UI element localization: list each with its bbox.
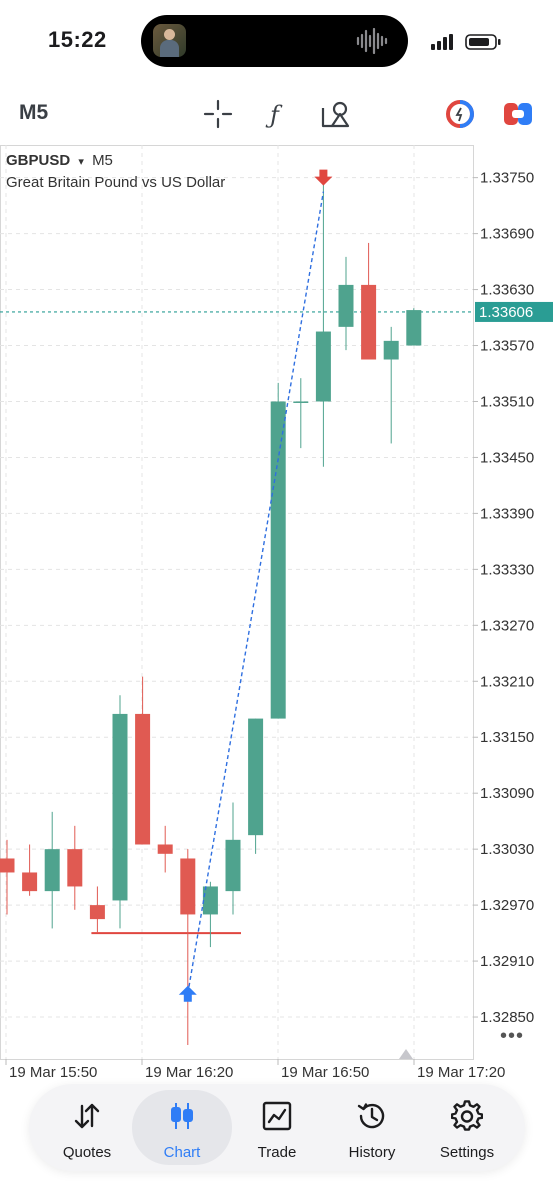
candle-bull [44,849,60,892]
y-tick-label: 1.33090 [480,785,534,802]
y-tick-label: 1.33030 [480,841,534,858]
candle-bull [293,401,309,403]
x-tick-label: 19 Mar 17:20 [417,1064,505,1081]
x-tick-label: 19 Mar 15:50 [9,1064,97,1081]
y-tick-label: 1.33210 [480,673,534,690]
y-tick-label: 1.33270 [480,617,534,634]
tab-settings[interactable]: Settings [417,1090,517,1165]
symbol-dropdown-icon: ▾ [78,156,84,168]
tab-chart[interactable]: Chart [132,1090,232,1165]
y-tick-label: 1.33390 [480,505,534,522]
tab-quotes[interactable]: Quotes [37,1090,137,1165]
y-tick-label: 1.33570 [480,338,534,355]
status-indicators [431,34,501,50]
one-click-trading-icon[interactable] [444,98,476,130]
battery-icon [465,34,501,50]
arrows-updown-icon [74,1103,100,1129]
candle-bear [67,849,83,887]
y-tick-label: 1.32910 [480,953,534,970]
svg-text:ƒ: ƒ [265,101,283,129]
candle-bull [406,310,422,346]
candle-bull [248,718,264,836]
candle-bear [180,858,196,915]
tab-label: Trade [257,1144,297,1161]
x-tick-label: 19 Mar 16:50 [281,1064,369,1081]
tab-trade[interactable]: Trade [227,1090,327,1165]
candle-bear [157,844,173,854]
y-tick-label: 1.33330 [480,561,534,578]
chart-more-button[interactable]: ••• [500,1025,525,1047]
gear-icon [451,1100,483,1131]
candle-bear [0,858,15,873]
trend-chart-icon [262,1101,292,1131]
status-bar: 15:22 [0,0,554,82]
tab-label: History [348,1144,396,1161]
chart-shift-icon [399,1049,413,1059]
candle-bear [89,905,105,920]
candle-bull [202,886,218,915]
history-clock-icon [357,1103,385,1129]
y-tick-label: 1.33510 [480,393,534,410]
y-tick-label: 1.32850 [480,1009,534,1026]
candlestick-icon [171,1103,193,1129]
candle-bull [270,401,286,719]
candle-bull [338,284,354,327]
candle-bear [22,872,38,892]
indicators-function-icon[interactable]: ƒ [261,98,293,130]
status-time: 15:22 [48,27,107,52]
now-playing-app-icon [153,24,186,57]
plot-area [0,145,474,1060]
chart-symbol: GBPUSD [6,152,71,169]
chart-timeframe: M5 [92,152,113,169]
candle-bull [315,331,331,402]
dynamic-island[interactable] [141,15,408,67]
y-tick-label: 1.33690 [480,226,534,243]
x-tick-label: 19 Mar 16:20 [145,1064,233,1081]
tab-label: Chart [163,1144,201,1161]
tab-label: Settings [439,1144,495,1161]
tab-history[interactable]: History [322,1090,422,1165]
trade-toggle-icon[interactable] [502,98,534,130]
chart-symbol-header[interactable]: GBPUSD ▾ M5 [6,152,113,169]
buy-arrow-icon [178,985,197,1002]
y-tick-label: 1.33630 [480,282,534,299]
sell-arrow-icon [314,169,333,186]
audio-waveform-icon [356,28,388,54]
candle-bull [225,839,241,892]
current-price-badge [475,301,553,322]
signal-icon [431,34,453,50]
current-price-label: 1.33606 [479,304,533,321]
y-tick-label: 1.33450 [480,449,534,466]
y-tick-label: 1.33150 [480,729,534,746]
candle-bear [135,713,151,845]
trade-line [187,191,325,994]
price-chart[interactable]: 1.33750 1.33690 1.33630 1.33570 1.33510 1.334… [0,145,554,1090]
drawing-objects-icon[interactable] [320,98,352,130]
candlestick-chart[interactable]: 1.33750 1.33690 1.33630 1.33570 1.33510 1.334… [0,145,554,1090]
chart-description: Great Britain Pound vs US Dollar [6,174,226,191]
y-tick-label: 1.32970 [480,897,534,914]
crosshair-icon[interactable] [202,98,234,130]
y-tick-label: 1.33750 [480,170,534,187]
candle-bull [112,713,128,901]
candle-bull [383,340,399,360]
candle-bear [361,284,377,360]
bottom-tab-bar: Quotes Chart Trade History [29,1084,525,1171]
chart-toolbar: M5 ƒ [0,90,554,140]
tab-label: Quotes [62,1144,112,1161]
timeframe-selector[interactable]: M5 [19,101,49,124]
